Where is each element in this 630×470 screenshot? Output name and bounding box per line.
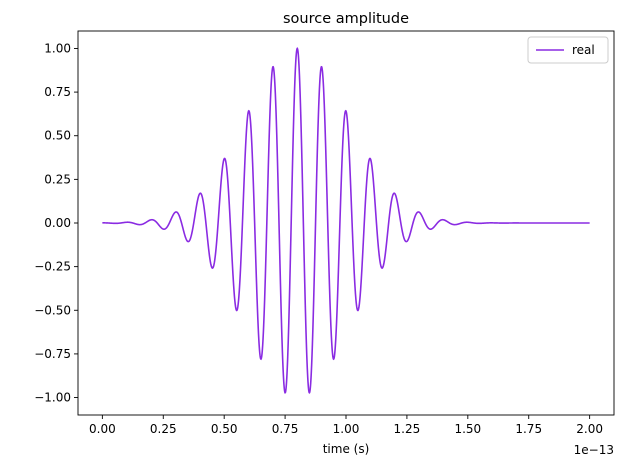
x-tick-label: 0.75: [272, 422, 299, 436]
plot-area: 0.00 0.25 0.50 0.75 1.00 1.25 1.50 1.75 2.00 −1.…: [34, 30, 615, 436]
y-tick-label: −1.00: [34, 391, 71, 405]
x-tick-label: 1.75: [515, 422, 542, 436]
x-axis-label: time (s): [323, 442, 370, 456]
legend: real: [527, 36, 609, 64]
x-tick-label: 2.00: [576, 422, 603, 436]
legend-box: [527, 36, 609, 64]
x-tick-label: 0.25: [150, 422, 177, 436]
y-tick-label: −0.25: [34, 260, 71, 274]
series-line-real: [102, 47, 590, 394]
x-tick-label: 1.00: [333, 422, 360, 436]
y-tick-label: 1.00: [44, 41, 71, 55]
y-tick-label: 0.50: [44, 129, 71, 143]
y-axis-ticks: −1.00 −0.75 −0.50 −0.25 0.00 0.25 0.50 0.75 1.00: [34, 41, 78, 405]
y-tick-label: −0.50: [34, 303, 71, 317]
y-tick-label: 0.00: [44, 216, 71, 230]
y-tick-label: 0.75: [44, 85, 71, 99]
x-tick-label: 1.50: [454, 422, 481, 436]
x-tick-label: 1.25: [394, 422, 421, 436]
x-axis-ticks: 0.00 0.25 0.50 0.75 1.00 1.25 1.50 1.75 2.00: [89, 415, 603, 436]
y-tick-label: −0.75: [34, 347, 71, 361]
legend-label-real: real: [572, 43, 595, 57]
x-tick-label: 0.00: [89, 422, 116, 436]
chart-title: source amplitude: [283, 11, 409, 27]
y-tick-label: 0.25: [44, 172, 71, 186]
x-tick-label: 0.50: [211, 422, 238, 436]
x-axis-offset-label: 1e−13: [574, 443, 614, 457]
